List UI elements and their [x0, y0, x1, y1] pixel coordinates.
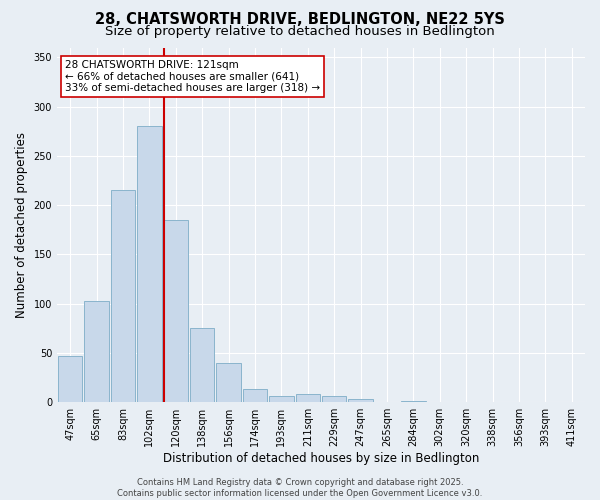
Bar	[164, 220, 188, 402]
Bar	[137, 126, 161, 402]
Bar	[243, 390, 267, 402]
Bar	[111, 190, 135, 402]
X-axis label: Distribution of detached houses by size in Bedlington: Distribution of detached houses by size …	[163, 452, 479, 465]
Bar	[322, 396, 346, 402]
Text: 28, CHATSWORTH DRIVE, BEDLINGTON, NE22 5YS: 28, CHATSWORTH DRIVE, BEDLINGTON, NE22 5…	[95, 12, 505, 28]
Bar	[296, 394, 320, 402]
Bar	[269, 396, 293, 402]
Bar	[349, 400, 373, 402]
Bar	[190, 328, 214, 402]
Bar	[85, 300, 109, 402]
Bar	[401, 401, 425, 402]
Bar	[217, 363, 241, 402]
Text: Size of property relative to detached houses in Bedlington: Size of property relative to detached ho…	[105, 25, 495, 38]
Bar	[58, 356, 82, 402]
Text: Contains HM Land Registry data © Crown copyright and database right 2025.
Contai: Contains HM Land Registry data © Crown c…	[118, 478, 482, 498]
Y-axis label: Number of detached properties: Number of detached properties	[15, 132, 28, 318]
Text: 28 CHATSWORTH DRIVE: 121sqm
← 66% of detached houses are smaller (641)
33% of se: 28 CHATSWORTH DRIVE: 121sqm ← 66% of det…	[65, 60, 320, 93]
